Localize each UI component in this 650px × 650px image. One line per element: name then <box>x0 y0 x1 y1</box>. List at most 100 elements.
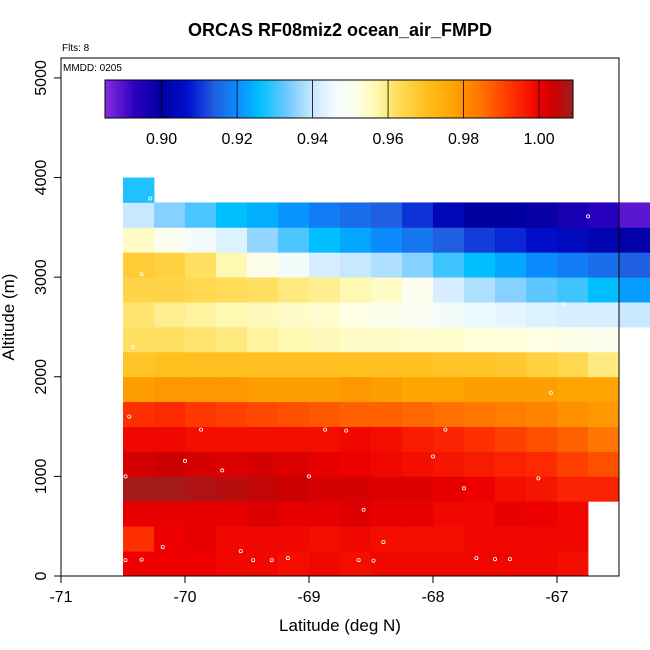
heatmap-cell <box>216 526 248 552</box>
heatmap-cell <box>371 476 403 502</box>
heatmap-cell <box>278 202 310 228</box>
colorbar-tick-label: 0.94 <box>297 131 328 148</box>
heatmap-cell <box>247 252 279 278</box>
flight-point <box>199 427 204 432</box>
heatmap-cell <box>185 526 217 552</box>
plot-frame <box>60 57 620 577</box>
y-axis-label: Altitude (m) <box>0 274 18 361</box>
colorbar-gradient <box>104 79 574 119</box>
heatmap-cell <box>526 501 558 527</box>
colorbar-ticks: 0.90 0.92 0.94 0.96 0.98 1.00 <box>146 80 555 148</box>
heatmap-cell <box>402 451 434 477</box>
heatmap-cell <box>185 451 217 477</box>
heatmap-cell <box>309 302 341 328</box>
heatmap-cell <box>464 501 496 527</box>
heatmap-cell <box>433 501 465 527</box>
heatmap-cell <box>433 202 465 228</box>
flight-point <box>285 556 290 561</box>
heatmap-cell <box>309 202 341 228</box>
heatmap-cell <box>557 526 589 552</box>
heatmap-cell <box>247 426 279 452</box>
flight-point <box>536 476 541 481</box>
heatmap-cell <box>495 451 527 477</box>
heatmap-cell <box>371 252 403 278</box>
x-tick-label: -67 <box>545 589 568 606</box>
heatmap-cell <box>247 227 279 253</box>
heatmap-cell <box>278 401 310 427</box>
heatmap-cell <box>557 227 589 253</box>
heatmap-cell <box>402 227 434 253</box>
flight-points <box>118 196 591 563</box>
heatmap-cell <box>309 551 341 577</box>
heatmap-cell <box>247 526 279 552</box>
heatmap-cell <box>371 277 403 303</box>
heatmap-cell <box>464 202 496 228</box>
heatmap-cell <box>588 401 620 427</box>
heatmap-cell <box>154 476 186 502</box>
heatmap-cell <box>309 227 341 253</box>
heatmap-cell <box>340 202 372 228</box>
x-tick-label: -69 <box>297 589 320 606</box>
flight-point <box>139 272 144 277</box>
heatmap-cell <box>557 551 589 577</box>
heatmap-cell <box>402 202 434 228</box>
heatmap-cell <box>340 277 372 303</box>
heatmap-cell <box>588 426 620 452</box>
flight-point <box>182 458 187 463</box>
heatmap-cell <box>340 376 372 403</box>
heatmap-cell <box>588 302 620 328</box>
heatmap-cell <box>123 351 155 378</box>
heatmap-cell <box>371 351 403 378</box>
heatmap-cell <box>185 302 217 328</box>
heatmap-cell <box>123 227 155 253</box>
heatmap-cell <box>123 277 155 303</box>
flight-point <box>123 558 128 563</box>
heatmap-cell <box>123 202 155 228</box>
flight-point <box>361 507 366 512</box>
heatmap-cell <box>340 551 372 577</box>
heatmap-cell <box>495 551 527 577</box>
heatmap-cell <box>526 277 558 303</box>
heatmap-cell <box>433 227 465 253</box>
flight-point <box>356 558 361 563</box>
heatmap-cell <box>464 426 496 452</box>
colorbar-tick-label: 0.90 <box>146 131 177 148</box>
heatmap-cell <box>588 252 620 278</box>
heatmap-cell <box>340 252 372 278</box>
heatmap-cell <box>216 227 248 253</box>
flight-point <box>160 545 165 550</box>
flight-point <box>430 454 435 459</box>
heatmap-cell <box>216 302 248 328</box>
heatmap-cell <box>278 277 310 303</box>
x-tick-label: -68 <box>421 589 444 606</box>
heatmap-cell <box>278 526 310 552</box>
heatmap-cell <box>247 351 279 378</box>
heatmap-cell <box>495 476 527 502</box>
heatmap-cell <box>123 252 155 278</box>
heatmap-cell <box>402 501 434 527</box>
heatmap-cell <box>247 451 279 477</box>
heatmap-cell <box>309 376 341 403</box>
heatmap-cell <box>588 376 620 403</box>
heatmap-cell <box>433 252 465 278</box>
heatmap-cell <box>154 351 186 378</box>
heatmap-cell <box>526 426 558 452</box>
heatmap-cell <box>216 326 248 353</box>
heatmap-cell <box>309 526 341 552</box>
colorbar-tick-label: 0.98 <box>448 131 479 148</box>
heatmap-cell <box>433 551 465 577</box>
flight-point <box>148 196 153 201</box>
heatmap-cell <box>371 302 403 328</box>
heatmap-cell <box>185 376 217 403</box>
heatmap-cell <box>340 501 372 527</box>
heatmap-cell <box>433 326 465 353</box>
flight-point <box>586 214 591 219</box>
heatmap-cell <box>495 351 527 378</box>
heatmap-cell <box>371 426 403 452</box>
heatmap-cell <box>185 252 217 278</box>
heatmap-cell <box>371 401 403 427</box>
heatmap-cell <box>278 426 310 452</box>
heatmap-cell <box>247 202 279 228</box>
heatmap-cell <box>464 401 496 427</box>
heatmap-cell <box>216 351 248 378</box>
